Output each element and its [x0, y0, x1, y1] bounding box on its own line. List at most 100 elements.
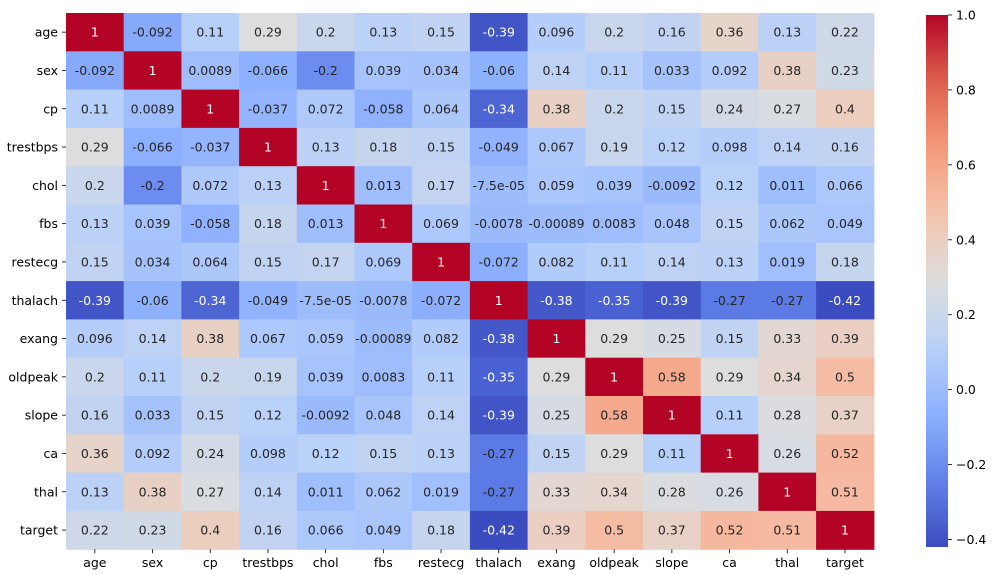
heatmap-cell — [412, 319, 471, 359]
cell-value-label: 0.092 — [712, 63, 748, 78]
colorbar-tick-label: 0.6 — [956, 157, 976, 172]
cell-value-label: 0.17 — [427, 178, 455, 193]
cell-value-label: -0.058 — [363, 101, 403, 116]
heatmap-cell — [758, 204, 817, 244]
heatmap-cell — [700, 13, 759, 52]
cell-value-label: 0.29 — [600, 446, 628, 461]
heatmap-cell — [239, 204, 298, 244]
cell-value-label: -0.049 — [248, 293, 288, 308]
cell-value-label: 1 — [841, 523, 849, 538]
cell-value-label: 0.082 — [423, 331, 459, 346]
y-tick-label: age — [35, 25, 59, 40]
heatmap-cell — [643, 510, 702, 550]
heatmap-cell — [239, 51, 298, 91]
cell-value-label: 0.18 — [427, 523, 455, 538]
cell-value-label: 0.033 — [135, 408, 171, 423]
cell-value-label: 1 — [149, 63, 157, 78]
cell-value-label: -0.39 — [79, 293, 111, 308]
heatmap-cell — [239, 472, 298, 512]
x-tick-label: restecg — [418, 555, 464, 570]
colorbar-gradient — [926, 15, 948, 547]
heatmap-cell — [66, 242, 125, 282]
cell-value-label: 1 — [726, 446, 734, 461]
cell-value-label: 0.19 — [600, 140, 628, 155]
cell-value-label: 0.039 — [308, 369, 344, 384]
cell-value-label: 0.11 — [139, 369, 167, 384]
cell-value-label: 0.14 — [139, 331, 167, 346]
heatmap-cell — [181, 472, 240, 512]
y-tick-label: target — [20, 523, 58, 538]
cell-value-label: 0.25 — [543, 408, 571, 423]
cell-value-label: -0.39 — [656, 293, 688, 308]
heatmap-cell — [239, 89, 298, 129]
cell-value-label: -0.39 — [483, 408, 515, 423]
heatmap-cell — [585, 472, 644, 512]
cell-value-label: 0.36 — [716, 25, 744, 40]
heatmap-cells: 1 -0.092 0.11 0.29 0.2 0.13 0.15 -0.39 0.096 0.2 0… — [66, 13, 875, 550]
heatmap-cell — [758, 166, 817, 206]
cell-value-label: 0.12 — [658, 140, 686, 155]
cell-value-label: 0.29 — [81, 140, 109, 155]
cell-value-label: 0.52 — [831, 446, 859, 461]
y-tick-label: fbs — [39, 216, 58, 231]
heatmap-cell — [412, 281, 471, 320]
heatmap-cell — [66, 89, 125, 129]
cell-value-label: 1 — [264, 140, 272, 155]
heatmap-cell — [469, 89, 529, 129]
heatmap-cell — [816, 510, 875, 550]
cell-value-label: 0.16 — [658, 25, 686, 40]
heatmap-cell — [816, 127, 875, 167]
cell-value-label: 0.098 — [712, 140, 748, 155]
cell-value-label: -0.00089 — [528, 216, 584, 231]
cell-value-label: 0.039 — [135, 216, 171, 231]
heatmap-cell — [412, 434, 471, 474]
cell-value-label: -0.38 — [483, 331, 515, 346]
cell-value-label: 0.51 — [831, 484, 859, 499]
cell-value-label: 0.15 — [716, 331, 744, 346]
cell-value-label: 0.38 — [196, 331, 224, 346]
heatmap-cell — [585, 166, 644, 206]
heatmap-cell — [816, 242, 875, 282]
y-tick-label: cp — [43, 101, 58, 116]
cell-value-label: 0.27 — [773, 101, 801, 116]
cell-value-label: 0.13 — [81, 216, 109, 231]
y-tick-label: sex — [37, 63, 58, 78]
heatmap-cell — [412, 242, 471, 282]
cell-value-label: 0.048 — [365, 408, 401, 423]
cell-value-label: 0.16 — [254, 523, 282, 538]
heatmap-cell — [700, 89, 759, 129]
cell-value-label: 0.39 — [831, 331, 859, 346]
cell-value-label: -0.27 — [483, 446, 515, 461]
heatmap-cell — [700, 472, 759, 512]
heatmap-cell — [296, 204, 356, 244]
heatmap-cell — [296, 166, 356, 206]
cell-value-label: 0.22 — [831, 25, 859, 40]
heatmap-cell — [469, 510, 529, 550]
cell-value-label: -0.06 — [136, 293, 168, 308]
cell-value-label: 0.29 — [254, 25, 282, 40]
heatmap-cell — [816, 166, 875, 206]
cell-value-label: 0.064 — [423, 101, 459, 116]
cell-value-label: -0.2 — [140, 178, 164, 193]
cell-value-label: -0.037 — [248, 101, 288, 116]
heatmap-cell — [758, 127, 817, 167]
cell-value-label: 0.15 — [81, 254, 109, 269]
heatmap-cell — [296, 242, 356, 282]
heatmap-cell — [700, 357, 759, 397]
heatmap-cell — [469, 51, 529, 91]
heatmap-cell — [816, 51, 875, 91]
cell-value-label: 0.11 — [600, 63, 628, 78]
heatmap-cell — [412, 89, 471, 129]
heatmap-cell — [643, 319, 702, 359]
heatmap-cell — [585, 434, 644, 474]
cell-value-label: 1 — [379, 216, 387, 231]
heatmap-cell — [181, 510, 240, 550]
heatmap-cell — [700, 51, 759, 91]
cell-value-label: 0.062 — [769, 216, 805, 231]
heatmap-cell — [700, 510, 759, 550]
cell-value-label: 0.011 — [308, 484, 344, 499]
cell-value-label: -0.058 — [190, 216, 230, 231]
cell-value-label: 0.18 — [369, 140, 397, 155]
heatmap-cell — [412, 396, 471, 435]
y-tick-label: exang — [20, 331, 58, 346]
